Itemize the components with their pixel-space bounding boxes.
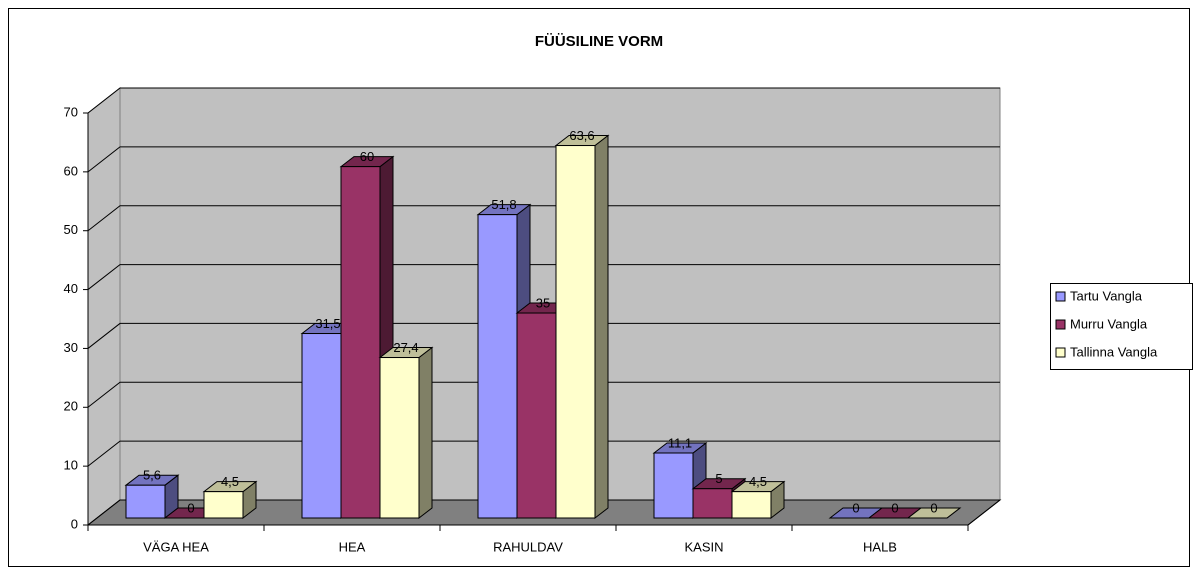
bar-front — [692, 488, 733, 519]
value-label: 0 — [852, 500, 859, 515]
value-label: 0 — [187, 500, 194, 515]
y-tick-label: 60 — [64, 163, 78, 178]
grid-line — [87, 146, 1000, 173]
y-tick-label: 0 — [71, 516, 78, 531]
grid-line — [87, 205, 1000, 232]
floor-edge — [967, 499, 1001, 526]
value-label: 27,4 — [393, 340, 418, 355]
bar-front — [301, 333, 342, 519]
grid-line — [87, 87, 1000, 114]
legend-swatch — [1055, 347, 1066, 358]
bar — [906, 507, 962, 519]
legend-swatch — [1055, 319, 1066, 330]
left-wall — [87, 86, 121, 527]
chart-title: FÜÜSILINE VORM — [535, 33, 663, 50]
grid-line — [87, 264, 1000, 290]
x-tick-label: HEA — [339, 539, 366, 554]
bar-front — [555, 145, 596, 519]
legend-swatch — [1055, 291, 1066, 302]
bar-front — [477, 214, 518, 519]
y-tick-label: 10 — [64, 458, 78, 473]
bar-front — [203, 491, 244, 519]
bar-top — [906, 507, 962, 519]
bar-side — [594, 134, 609, 520]
bar-front — [340, 166, 381, 519]
value-label: 63,6 — [569, 128, 594, 143]
bar-front — [731, 491, 772, 519]
grid-line — [87, 440, 1000, 467]
y-tick-label: 20 — [64, 399, 78, 414]
value-label: 5 — [715, 471, 722, 486]
bar-front — [653, 452, 694, 519]
x-tick-label: RAHULDAV — [493, 539, 563, 554]
value-label: 5,6 — [143, 468, 161, 483]
bar-front — [379, 357, 420, 519]
y-tick-label: 70 — [64, 104, 78, 119]
value-label: 31,5 — [315, 316, 340, 331]
bar-side — [418, 346, 433, 520]
legend-label: Tartu Vangla — [1070, 288, 1143, 303]
value-label: 0 — [891, 500, 898, 515]
grid-line — [87, 381, 1000, 408]
x-tick-label: VÄGA HEA — [143, 539, 209, 554]
bar-front — [125, 484, 166, 519]
value-label: 11,1 — [668, 435, 692, 450]
bar — [378, 346, 434, 520]
bar — [554, 134, 610, 520]
legend-label: Murru Vangla — [1070, 316, 1148, 331]
bar — [730, 480, 786, 520]
value-label: 60 — [360, 149, 374, 164]
value-label: 4,5 — [749, 474, 767, 489]
value-label: 4,5 — [221, 474, 239, 489]
y-tick-label: 50 — [64, 222, 78, 237]
y-tick-label: 40 — [64, 281, 78, 296]
x-tick-label: KASIN — [684, 539, 723, 554]
x-tick-label: HALB — [863, 539, 897, 554]
value-label: 51,8 — [491, 197, 516, 212]
value-label: 0 — [930, 500, 937, 515]
value-label: 35 — [536, 295, 550, 310]
bar — [202, 480, 258, 520]
legend-box — [1050, 283, 1193, 370]
grid-line — [87, 322, 1000, 349]
bar — [124, 474, 180, 520]
legend-label: Tallinna Vangla — [1070, 344, 1158, 359]
bar-front — [516, 312, 557, 519]
y-tick-label: 30 — [64, 340, 78, 355]
